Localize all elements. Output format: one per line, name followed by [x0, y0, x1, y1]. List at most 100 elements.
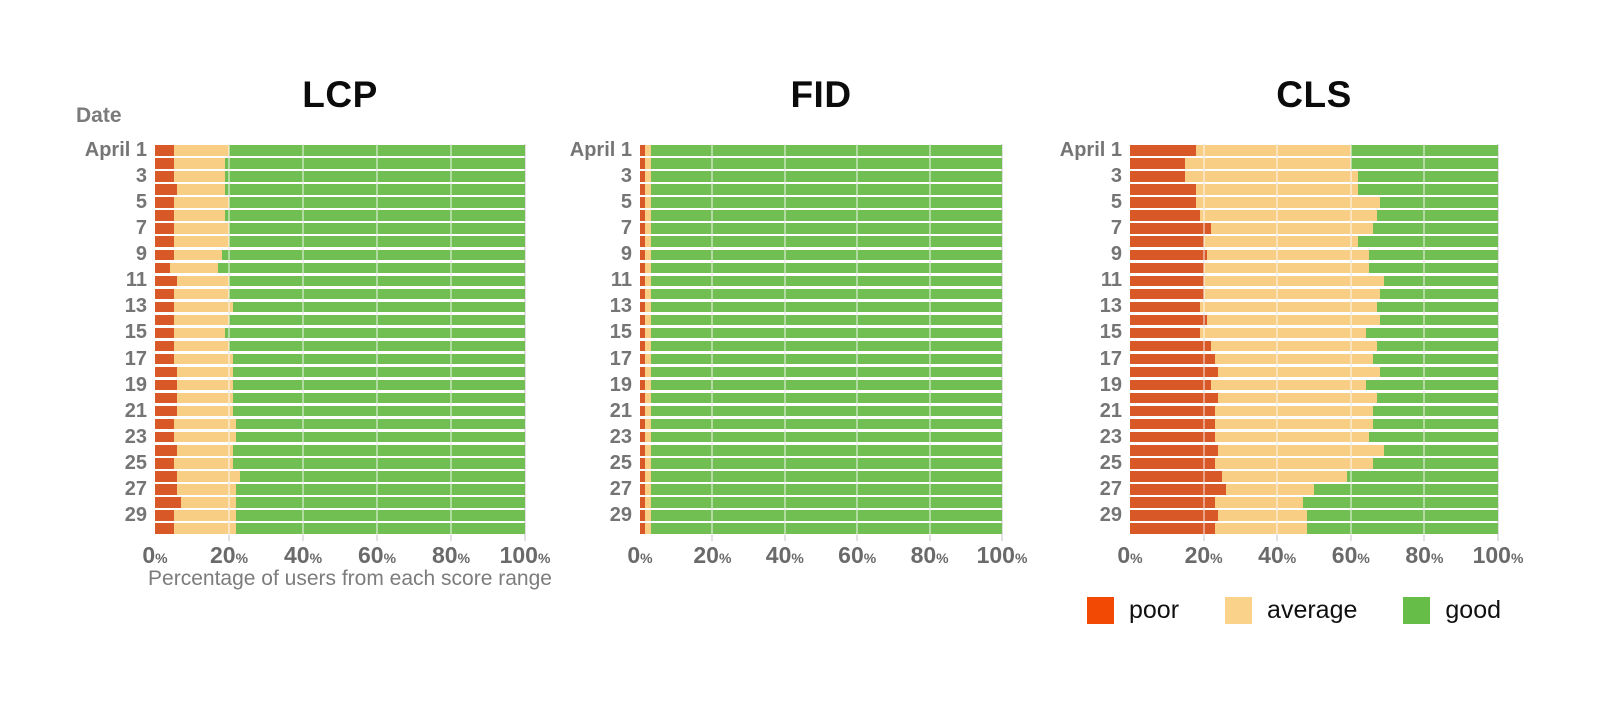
bar-segment-poor [1130, 392, 1219, 404]
stacked-bar [1130, 301, 1498, 313]
bar-segment-good [1376, 392, 1498, 404]
bar-segment-average [1185, 171, 1359, 182]
bar-segment-good [650, 484, 1002, 495]
bar-segment-average [1214, 418, 1373, 430]
legend-item-poor: poor [1087, 596, 1179, 625]
bar-row-april-12 [640, 287, 1002, 300]
y-axis-label-15: 15 [609, 321, 632, 344]
y-axis-label-9: 9 [620, 243, 632, 266]
bar-segment-poor [155, 471, 178, 482]
bar-segment-average [1199, 327, 1366, 339]
stacked-bar [1130, 392, 1498, 404]
bar-segment-good [1302, 497, 1498, 508]
chart-title-lcp: LCP [302, 74, 378, 115]
x-axis-tick-60pct: 60% [838, 542, 877, 568]
bar-segment-good [1365, 327, 1498, 339]
plot-area-lcp: April 1 3 5 7 9 11 13 15 17 19 21 23 25 27 29 0% 20% 40% 6… [85, 140, 551, 568]
bar-segment-average [645, 184, 651, 195]
bar-segment-good [650, 353, 1002, 365]
legend-swatch-average [1225, 597, 1253, 624]
bar-segment-poor [640, 262, 646, 274]
bar-row-april-2 [155, 157, 525, 170]
legend-label-good: good [1445, 596, 1502, 624]
bar-segment-good [229, 314, 525, 326]
x-axis-tick-60pct: 60% [1331, 542, 1370, 568]
bar-segment-average [645, 379, 651, 391]
bar-segment-average [177, 392, 233, 404]
bar-segment-average [1214, 523, 1307, 534]
bar-segment-average [177, 275, 229, 287]
bar-row-april-15 [1130, 326, 1498, 339]
stacked-bar [640, 223, 1002, 234]
bar-row-april-17 [1130, 353, 1498, 366]
bar-segment-good [236, 523, 525, 534]
bar-row-april-13 [155, 300, 525, 313]
stacked-bar [155, 366, 525, 378]
bar-segment-average [1196, 197, 1381, 208]
y-axis-label-3: 3 [1110, 165, 1122, 188]
y-axis-label-13: 13 [124, 295, 147, 318]
y-axis-label-17: 17 [609, 347, 632, 370]
x-axis-tick-20pct: 20% [209, 542, 249, 568]
bar-segment-good [232, 366, 525, 378]
bar-row-april-14 [640, 313, 1002, 326]
bar-segment-poor [640, 445, 646, 456]
bar-row-april-5 [1130, 196, 1498, 209]
bar-segment-poor [155, 158, 174, 169]
bar-segment-average [169, 262, 218, 274]
bar-segment-poor [155, 497, 181, 508]
bar-segment-good [650, 392, 1002, 404]
gridline-overlay-80 [450, 144, 452, 535]
stacked-bar [640, 405, 1002, 417]
bar-row-april-3 [1130, 170, 1498, 183]
bar-row-april-22 [1130, 418, 1498, 431]
bar-row-april-20 [640, 392, 1002, 405]
stacked-bar [640, 353, 1002, 365]
y-axis-label-april-1: April 1 [84, 139, 147, 161]
bar-segment-good [240, 471, 525, 482]
bar-segment-poor [1130, 314, 1208, 326]
bar-row-april-29 [1130, 509, 1498, 522]
bar-row-april-6 [155, 209, 525, 222]
bar-segment-poor [155, 484, 178, 495]
bar-row-april-14 [1130, 313, 1498, 326]
bar-segment-poor [640, 471, 646, 482]
bar-segment-average [645, 340, 651, 352]
gridline-overlay-20 [228, 144, 230, 535]
y-axis-label-27: 27 [1099, 477, 1122, 500]
bar-segment-good [217, 262, 525, 274]
gridline-overlay-60 [1349, 144, 1352, 535]
bar-segment-poor [1130, 327, 1200, 339]
stacked-bar [640, 262, 1002, 274]
stacked-bar [1130, 379, 1498, 391]
bar-segment-good [1369, 262, 1498, 274]
y-axis-label-7: 7 [1110, 217, 1122, 240]
bar-segment-good [650, 210, 1002, 221]
bar-segment-poor [155, 340, 174, 352]
y-axis-label-19: 19 [124, 373, 147, 396]
stacked-bar [155, 223, 525, 234]
bar-segment-good [650, 366, 1002, 378]
bar-segment-poor [155, 210, 174, 221]
stacked-bar [155, 158, 525, 169]
bar-segment-average [645, 510, 651, 521]
bar-segment-average [645, 301, 651, 313]
bar-row-april-10 [155, 261, 525, 274]
bar-segment-poor [1130, 379, 1211, 391]
bar-segment-good [1380, 197, 1498, 208]
bar-segment-average [645, 523, 651, 534]
bar-segment-good [228, 275, 525, 287]
bar-segment-poor [155, 445, 178, 456]
bar-segment-average [177, 405, 233, 417]
legend: poor average good [1087, 596, 1501, 625]
gridline-overlay-60 [856, 144, 859, 535]
bar-segment-poor [155, 379, 178, 391]
bar-segment-average [1196, 184, 1359, 195]
bar-segment-good [225, 184, 525, 195]
bar-segment-good [232, 405, 525, 417]
bar-segment-average [1207, 249, 1370, 261]
bar-segment-good [236, 510, 525, 521]
bar-segment-poor [155, 510, 174, 521]
x-axis-tick-20pct: 20% [693, 542, 732, 568]
bar-row-april-9 [1130, 248, 1498, 261]
